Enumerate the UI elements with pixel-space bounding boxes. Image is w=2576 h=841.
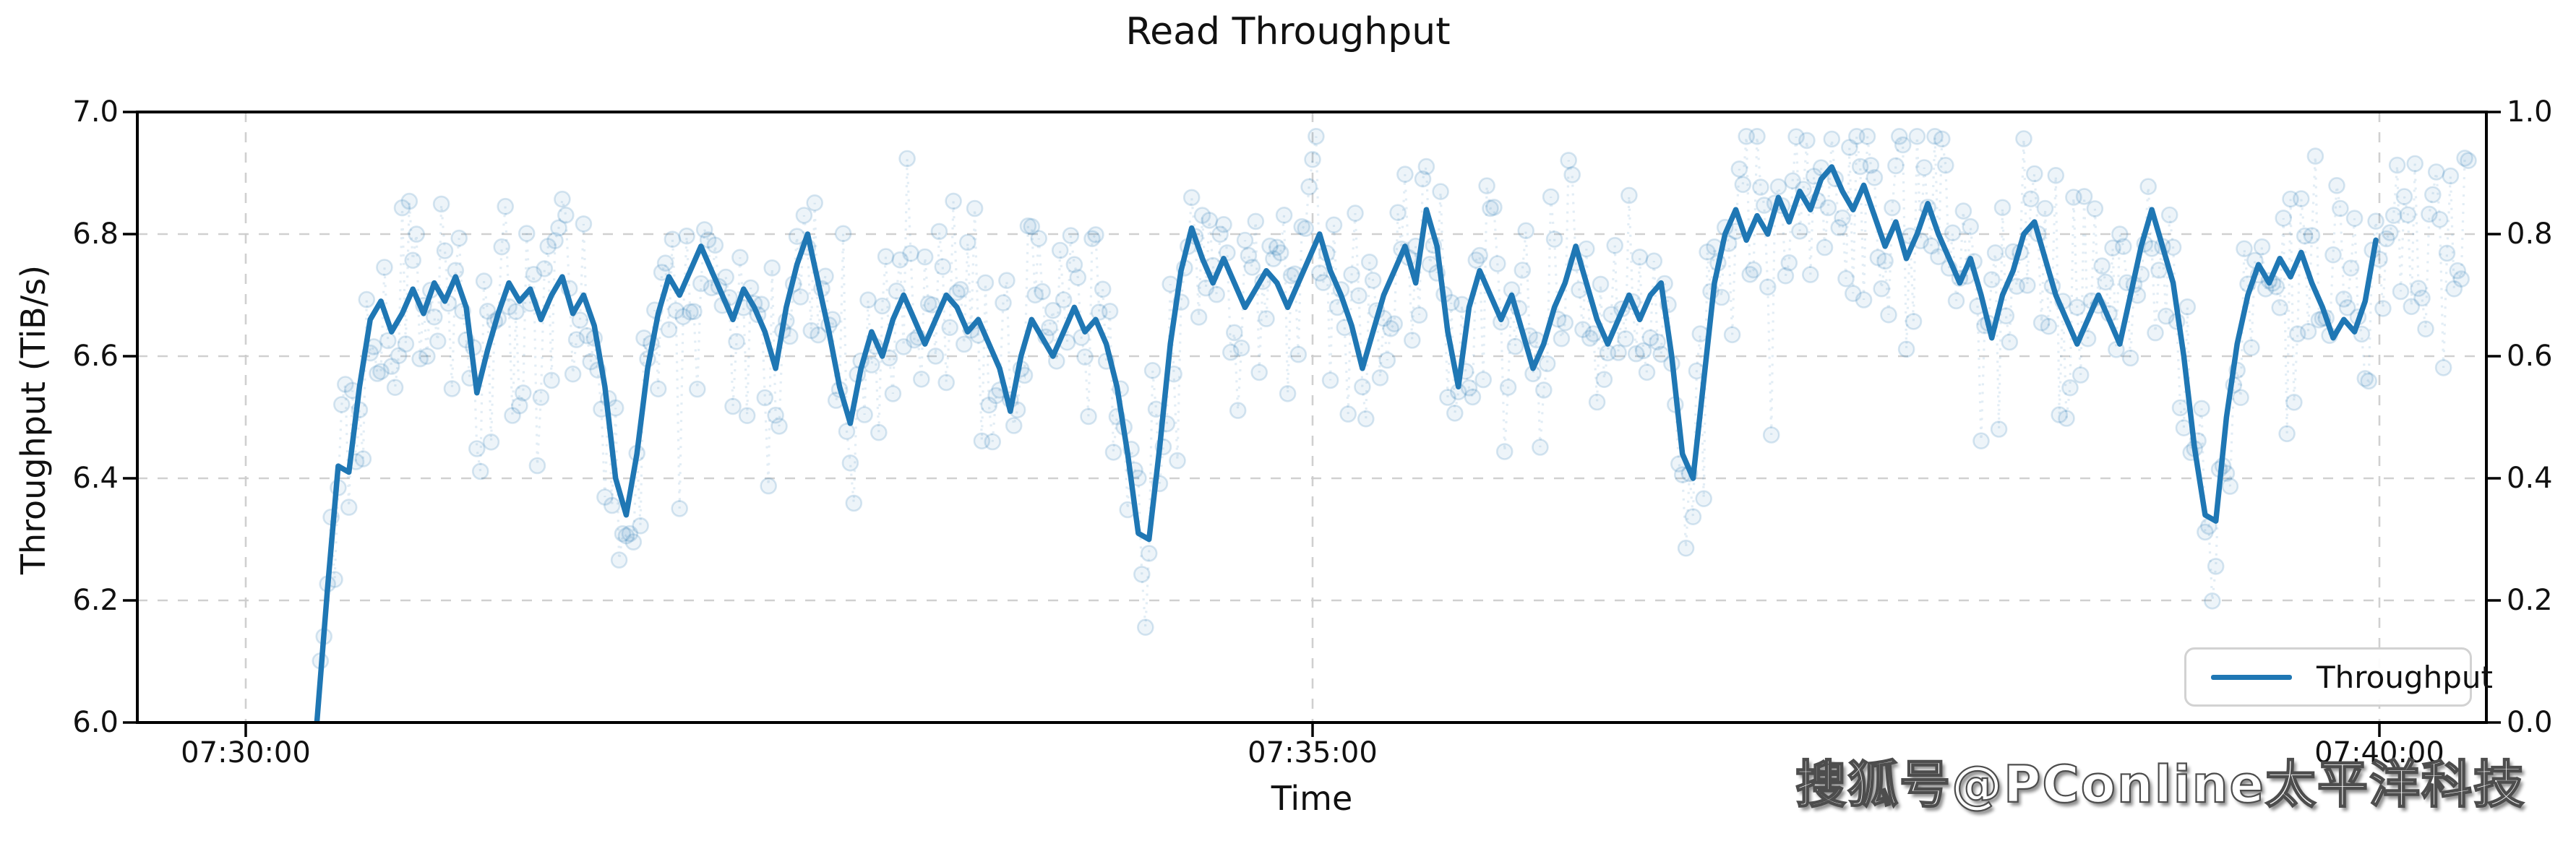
y-left-tick-label: 6.4 [72,462,119,495]
y-left-tick-label: 6.6 [72,340,119,373]
watermark-text: 搜狐号@PConline太平洋科技 [1795,754,2525,815]
y-right-tick-label: 0.4 [2507,462,2553,495]
y-right-tick-label: 0.0 [2507,706,2553,739]
legend-label: Throughput [2317,659,2493,695]
x-axis-label: Time [1271,779,1353,818]
y-right-tick-label: 1.0 [2507,95,2553,129]
y-left-tick-label: 6.2 [72,584,119,617]
legend-line-swatch [2211,674,2292,680]
x-tick-label: 07:30:00 [181,736,311,769]
y-left-tick-label: 7.0 [72,95,119,129]
legend: Throughput [2184,647,2493,707]
y-right-tick-label: 0.6 [2507,340,2553,373]
chart-title: Read Throughput [1125,10,1451,53]
y-right-tick-label: 0.8 [2507,217,2553,251]
x-tick-label: 07:40:00 [2314,736,2444,769]
y-axis-label: Throughput (TiB/s) [14,264,53,575]
y-right-tick-label: 0.2 [2507,584,2553,617]
y-left-tick-label: 6.0 [72,706,119,739]
x-tick-label: 07:35:00 [1248,736,1378,769]
y-left-tick-label: 6.8 [72,217,119,251]
